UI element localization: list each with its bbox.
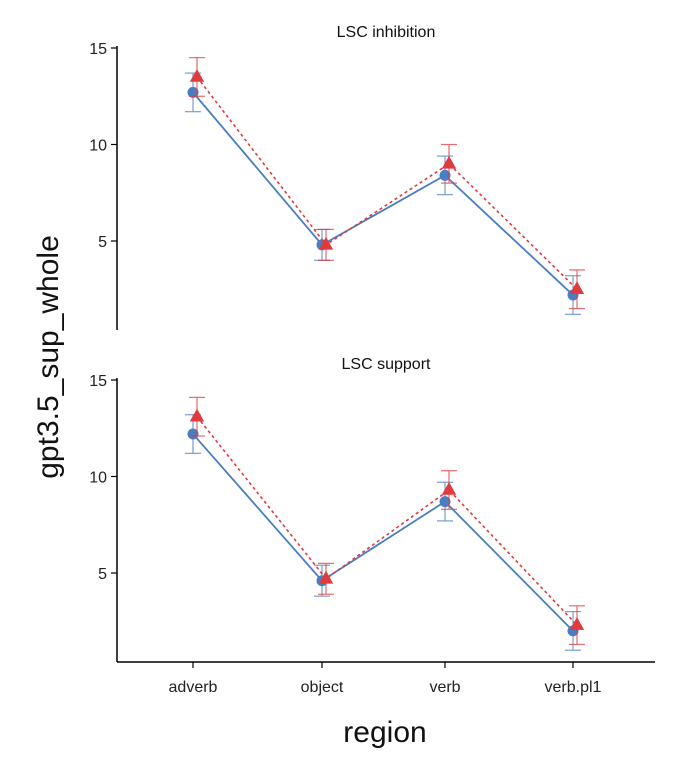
panel-1: LSC inhibition 5 10 15 xyxy=(89,24,585,330)
data-point xyxy=(441,482,457,495)
data-point xyxy=(318,236,334,250)
series-1 xyxy=(185,72,581,315)
data-point xyxy=(187,86,199,98)
panel-title: LSC inhibition xyxy=(337,24,436,41)
data-point xyxy=(439,496,451,508)
data-point xyxy=(439,169,451,181)
series-line xyxy=(196,416,578,626)
data-point xyxy=(569,617,585,630)
panels-group: LSC inhibition 5 10 15 LSC support 5 10 15 xyxy=(89,24,585,662)
data-point xyxy=(441,155,457,169)
x-tick-label: adverb xyxy=(169,679,218,696)
data-point xyxy=(189,68,205,82)
series-line xyxy=(192,433,574,632)
data-point xyxy=(189,408,205,422)
series-2 xyxy=(189,57,585,310)
x-axis-title: region xyxy=(343,716,426,749)
x-tick-label: object xyxy=(301,679,344,696)
series-1 xyxy=(185,414,581,651)
series-2 xyxy=(189,396,585,646)
series-line xyxy=(196,76,578,290)
panel-title: LSC support xyxy=(342,356,431,373)
x-axis: adverb object verb verb.pl1 xyxy=(117,661,655,696)
y-tick-label: 10 xyxy=(89,470,107,487)
y-tick-label: 5 xyxy=(98,234,107,251)
y-tick-label: 15 xyxy=(89,41,107,58)
data-point xyxy=(187,428,199,440)
data-point xyxy=(318,570,334,584)
y-tick-label: 15 xyxy=(89,373,107,390)
data-point xyxy=(569,281,585,295)
y-axis-title: gpt3.5_sup_whole xyxy=(32,235,65,479)
series-line xyxy=(192,91,574,296)
x-tick-label: verb.pl1 xyxy=(545,679,602,696)
x-tick-label: verb xyxy=(429,679,460,696)
panel-2: LSC support 5 10 15 xyxy=(89,356,585,662)
y-tick-label: 5 xyxy=(98,566,107,583)
y-tick-label: 10 xyxy=(89,138,107,155)
